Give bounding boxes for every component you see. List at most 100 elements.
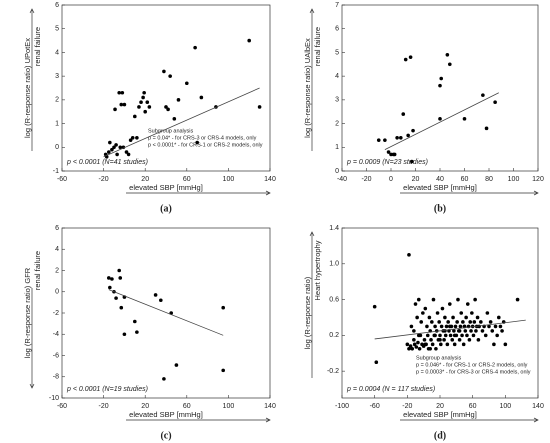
y-axis-label-secondary: renal failure: [313, 27, 322, 66]
point: [443, 315, 447, 320]
x-arrow-head: [533, 190, 539, 196]
point: [485, 311, 490, 315]
point: [135, 330, 139, 334]
point: [409, 324, 414, 329]
point: [119, 102, 124, 107]
point: [117, 90, 121, 95]
point: [480, 329, 485, 333]
point: [448, 324, 452, 329]
point: [421, 311, 425, 315]
y-tick-label: 2: [55, 97, 59, 104]
point: [468, 320, 473, 324]
point: [465, 333, 469, 338]
point: [458, 324, 463, 329]
point: [500, 329, 504, 333]
point: [433, 324, 437, 329]
y-tick-label: 1: [55, 120, 59, 127]
x-tick-label: 20: [141, 176, 149, 183]
y-tick-label: 3: [335, 97, 339, 104]
x-tick-label: -20: [402, 403, 412, 410]
point: [130, 136, 135, 140]
point: [451, 315, 455, 320]
annotation: p < 0.0001 (N=41 studies): [66, 159, 148, 166]
subgroup-text: Subgroup analysis: [416, 355, 462, 361]
point: [133, 319, 137, 324]
y-tick-label: 4: [55, 49, 59, 56]
x-tick-label: 100: [223, 176, 235, 183]
y-tick-label: 4: [335, 73, 339, 80]
x-tick-label: -60: [57, 403, 67, 410]
point: [471, 333, 476, 338]
point: [403, 57, 408, 62]
point: [415, 315, 419, 320]
y-axis-label-secondary: renal failure: [33, 251, 42, 290]
y-tick-label: 1.0: [329, 261, 339, 268]
point: [431, 297, 436, 302]
point: [199, 95, 204, 100]
point: [479, 320, 483, 324]
point: [453, 324, 458, 329]
point: [401, 112, 406, 116]
y-tick-label: 0: [55, 144, 59, 151]
point: [425, 333, 430, 338]
point: [115, 152, 119, 157]
point: [443, 329, 447, 333]
point: [437, 320, 441, 324]
x-tick-label: -40: [337, 176, 347, 183]
point: [492, 342, 496, 347]
x-tick-label: 60: [461, 176, 469, 183]
point: [112, 145, 116, 150]
point: [411, 128, 415, 133]
point: [110, 147, 114, 152]
point: [439, 342, 443, 347]
point: [412, 329, 416, 333]
x-tick-label: 20: [141, 403, 149, 410]
point: [407, 253, 411, 257]
point: [139, 100, 143, 105]
panel-letter: (b): [434, 203, 446, 214]
point: [145, 100, 150, 105]
point: [423, 306, 428, 311]
point: [476, 338, 481, 342]
point: [450, 338, 455, 342]
point: [166, 107, 170, 112]
point: [147, 105, 152, 109]
y-arrow-head: [29, 8, 35, 14]
point: [467, 338, 472, 342]
point: [412, 342, 417, 347]
x-tick-label: 100: [508, 176, 520, 183]
annotation: p = 0.0009 (N=23 studies): [346, 159, 428, 166]
point: [185, 81, 189, 86]
annotation: p = 0.0004 (N = 117 studies): [346, 386, 435, 393]
point: [439, 76, 444, 81]
point: [464, 315, 468, 320]
y-tick-label: -10: [49, 395, 59, 402]
point: [503, 342, 508, 347]
x-tick-label: 120: [532, 176, 544, 183]
point: [119, 305, 124, 310]
y-tick-label: 6: [335, 26, 339, 33]
point: [444, 324, 449, 329]
panel-letter: (d): [434, 430, 446, 441]
point: [405, 342, 410, 347]
point: [445, 53, 450, 57]
point: [110, 277, 114, 281]
point: [395, 136, 399, 140]
point: [430, 342, 435, 347]
point: [176, 98, 181, 102]
point: [383, 138, 387, 142]
x-axis-label: elevated SBP [mmHg]: [129, 410, 203, 419]
point: [481, 93, 485, 97]
point: [159, 298, 163, 303]
y-tick-label: 5: [55, 26, 59, 33]
y-tick-label: 2: [335, 120, 339, 127]
point: [442, 338, 446, 342]
point: [446, 320, 450, 324]
point: [174, 363, 179, 367]
point: [440, 306, 445, 311]
point: [428, 346, 433, 351]
point: [417, 346, 422, 351]
point: [122, 102, 127, 107]
y-tick-label: -2: [53, 310, 59, 317]
